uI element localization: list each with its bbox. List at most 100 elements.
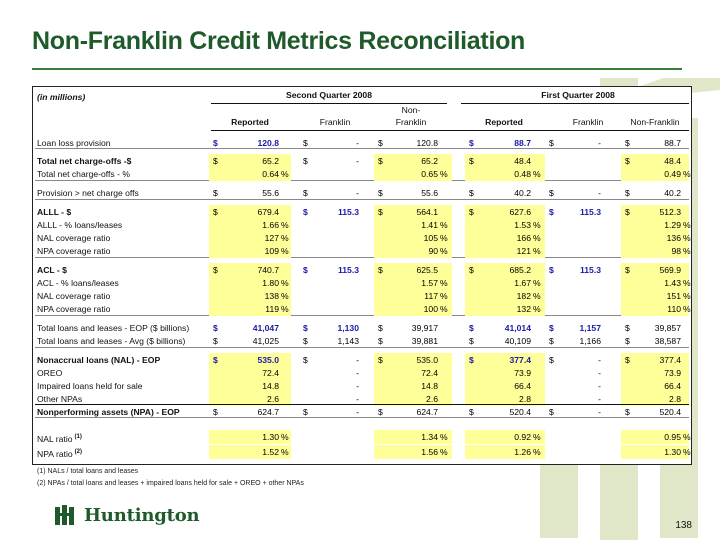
cell-value: 98 (671, 246, 681, 256)
cell-value: 624.7 (257, 407, 279, 417)
cell-value: 14.8 (262, 381, 279, 391)
highlight-cell (621, 430, 689, 444)
cell-value: 88.7 (664, 138, 681, 148)
currency-symbol: $ (378, 188, 383, 198)
cell-value: - (598, 355, 601, 365)
currency-symbol: $ (625, 207, 630, 217)
cell-value: 88.7 (514, 138, 531, 148)
highlight-cell (621, 366, 689, 380)
cell-value: 100 (423, 304, 438, 314)
highlight-cell (621, 392, 689, 406)
row-label: Total loans and leases - Avg ($ billions… (37, 336, 186, 346)
highlight-cell (621, 302, 689, 316)
highlight-cell (465, 263, 545, 277)
highlight-cell (209, 244, 291, 258)
currency-symbol: $ (549, 188, 554, 198)
currency-symbol: $ (549, 207, 554, 217)
cell-value: 73.9 (664, 368, 681, 378)
cell-value: 151 (666, 291, 681, 301)
row-label: Nonperforming assets (NPA) - EOP (37, 407, 180, 417)
currency-symbol: $ (625, 156, 630, 166)
row-group-separator (35, 257, 689, 258)
cell-value: 120.8 (257, 138, 279, 148)
highlight-cell (621, 205, 689, 219)
currency-symbol: $ (378, 407, 383, 417)
currency-symbol: $ (378, 207, 383, 217)
percent-sign: % (533, 233, 541, 243)
col-nonfranklin-q2-line2: Franklin (395, 117, 427, 127)
highlight-cell (621, 445, 689, 459)
row-label: OREO (37, 368, 63, 378)
currency-symbol: $ (303, 207, 308, 217)
cell-value: 0.64 (262, 169, 279, 179)
cell-value: 110 (667, 304, 681, 314)
currency-symbol: $ (625, 323, 630, 333)
percent-sign: % (440, 169, 448, 179)
currency-symbol: $ (213, 355, 218, 365)
cell-value: - (356, 355, 359, 365)
row-group-separator (35, 148, 689, 149)
col-franklin-q1: Franklin (572, 117, 604, 127)
percent-sign: % (440, 233, 448, 243)
highlight-cell (621, 167, 689, 181)
cell-value: 109 (264, 246, 279, 256)
percent-sign: % (683, 291, 691, 301)
currency-symbol: $ (303, 138, 308, 148)
page-title: Non-Franklin Credit Metrics Reconciliati… (32, 27, 526, 55)
row-label: Total net charge-offs -$ (37, 156, 132, 166)
cell-value: 39,881 (411, 336, 438, 346)
row-label: Total loans and leases - EOP ($ billions… (37, 323, 190, 333)
highlight-cell (621, 218, 689, 232)
highlight-cell (374, 289, 452, 303)
percent-sign: % (683, 447, 691, 457)
percent-sign: % (533, 220, 541, 230)
currency-symbol: $ (549, 355, 554, 365)
cell-value: 66.4 (514, 381, 531, 391)
cell-value: - (598, 407, 601, 417)
cell-value: 38,587 (654, 336, 681, 346)
highlight-cell (465, 276, 545, 290)
currency-symbol: $ (469, 336, 474, 346)
percent-sign: % (533, 246, 541, 256)
highlight-cell (465, 430, 545, 444)
cell-value: 41,014 (504, 323, 531, 333)
currency-symbol: $ (469, 156, 474, 166)
currency-symbol: $ (469, 323, 474, 333)
currency-symbol: $ (378, 336, 383, 346)
row-label: Provision > net charge offs (37, 188, 139, 198)
currency-symbol: $ (469, 207, 474, 217)
currency-symbol: $ (549, 407, 554, 417)
percent-sign: % (281, 233, 289, 243)
cell-value: 73.9 (514, 368, 531, 378)
percent-sign: % (440, 432, 448, 442)
highlight-cell (465, 218, 545, 232)
row-label: NPA coverage ratio (37, 246, 111, 256)
cell-value: 105 (423, 233, 438, 243)
cell-value: 1.29 (664, 220, 681, 230)
percent-sign: % (281, 169, 289, 179)
cell-value: - (356, 138, 359, 148)
currency-symbol: $ (469, 138, 474, 148)
cell-value: 685.2 (509, 265, 531, 275)
highlight-cell (465, 289, 545, 303)
highlight-cell (465, 445, 545, 459)
cell-value: - (356, 368, 359, 378)
cell-value: 1.67 (514, 278, 531, 288)
row-label: Loan loss provision (37, 138, 111, 148)
cell-value: 564.1 (416, 207, 438, 217)
cell-value: 40.2 (514, 188, 531, 198)
highlight-cell (209, 445, 291, 459)
percent-sign: % (683, 169, 691, 179)
cell-value: 120.8 (416, 138, 438, 148)
currency-symbol: $ (549, 265, 554, 275)
highlight-cell (621, 379, 689, 393)
highlight-cell (374, 154, 452, 168)
cell-value: - (356, 188, 359, 198)
highlight-cell (621, 231, 689, 245)
page-number: 138 (675, 520, 692, 531)
cell-value: 66.4 (664, 381, 681, 391)
cell-value: - (356, 394, 359, 404)
currency-symbol: $ (303, 323, 308, 333)
cell-value: 512.3 (659, 207, 681, 217)
cell-value: 627.6 (509, 207, 531, 217)
